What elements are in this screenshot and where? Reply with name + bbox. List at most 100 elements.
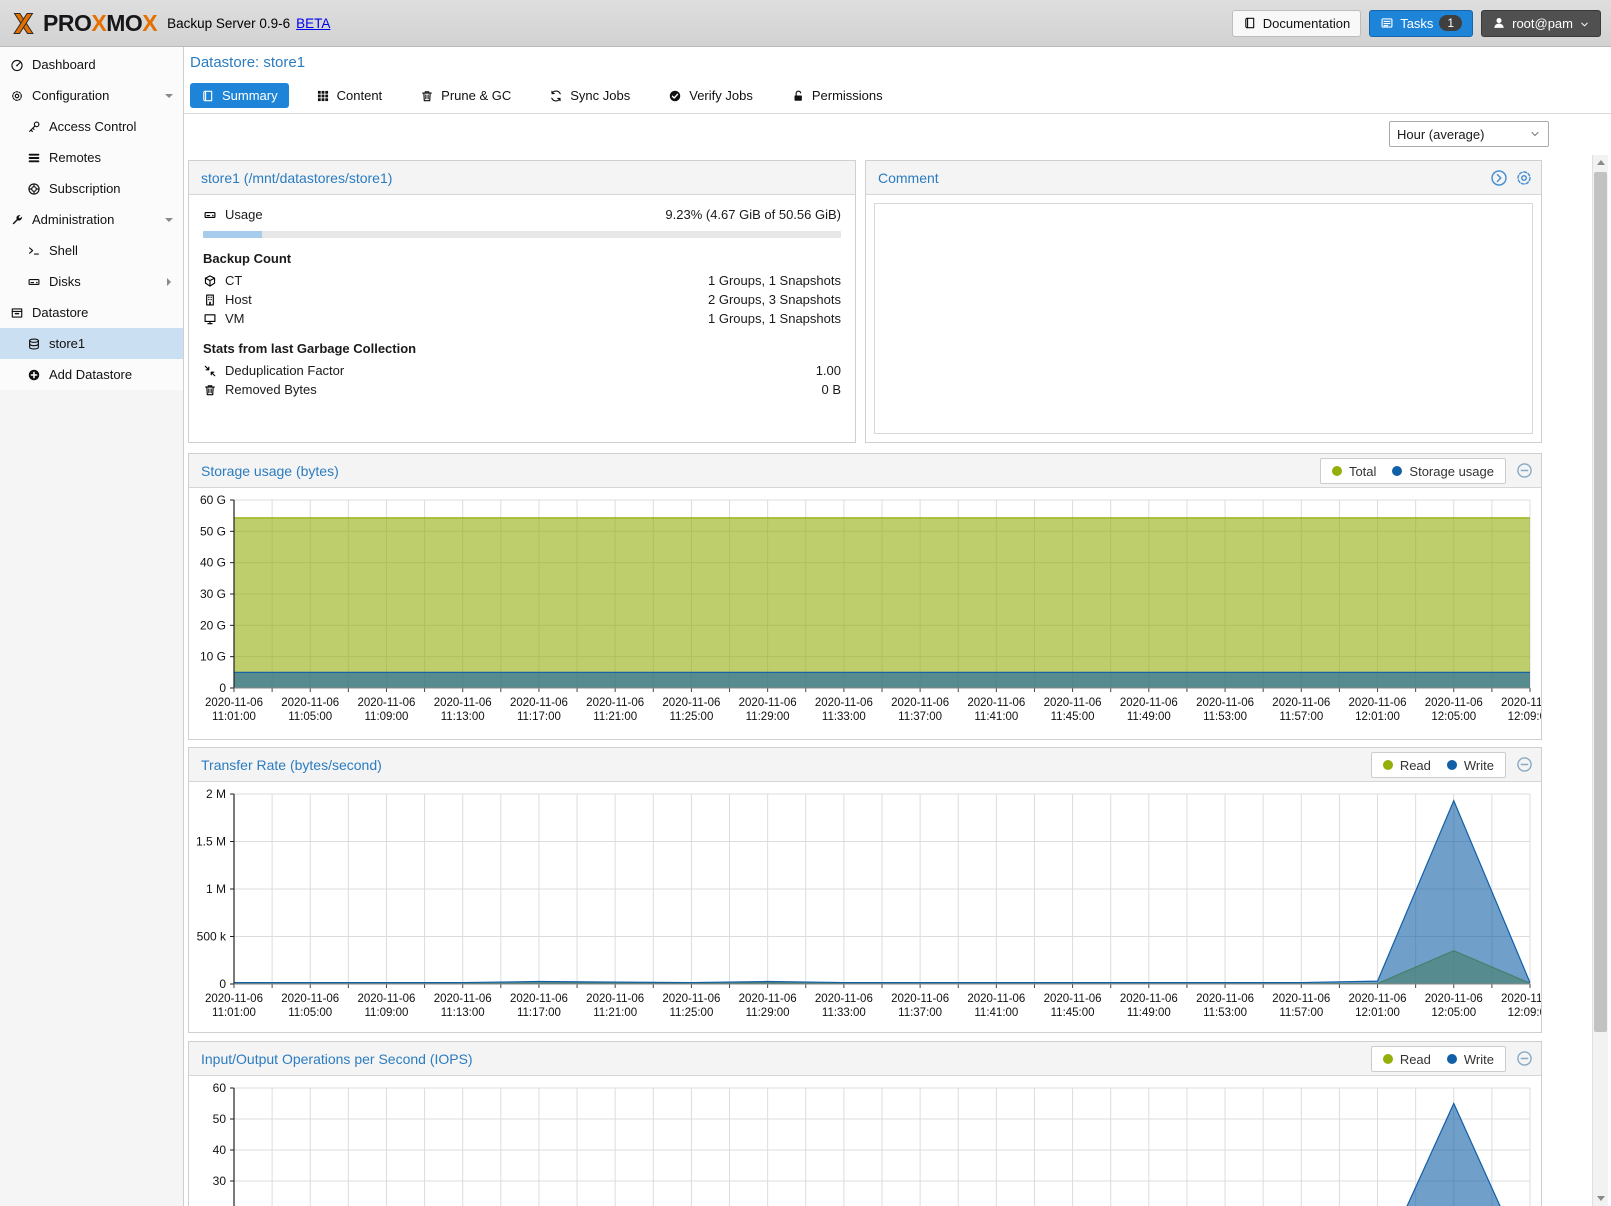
chevron-right-icon[interactable] <box>163 276 175 288</box>
svg-text:11:25:00: 11:25:00 <box>669 711 713 723</box>
chart-title: Input/Output Operations per Second (IOPS… <box>201 1050 473 1067</box>
user-menu-button[interactable]: root@pam <box>1481 9 1601 37</box>
deduplication-factor-label: Deduplication Factor <box>225 363 345 378</box>
deduplication-factor-value: 1.00 <box>815 363 841 378</box>
vm-label: VM <box>225 311 245 326</box>
svg-text:2020-11-06: 2020-11-06 <box>1349 993 1407 1005</box>
chevron-circle-right-icon[interactable] <box>1490 169 1508 187</box>
collapse-panel-icon[interactable] <box>1516 756 1533 773</box>
brand-letter: PRO <box>43 9 92 36</box>
scrollbar-up-arrow[interactable] <box>1593 155 1609 171</box>
svg-text:2020-11-06: 2020-11-06 <box>739 993 797 1005</box>
sidebar-item-label: store1 <box>49 336 86 351</box>
sidebar-item-dashboard[interactable]: Dashboard <box>0 49 183 80</box>
chart-body: 0 500 k 1 M 1.5 M 2 M 2020-11-06 11:01:00 2020-… <box>189 782 1541 1024</box>
summary-section-heading: Backup Count <box>203 251 292 266</box>
svg-text:12:09:00: 12:09:00 <box>1508 711 1541 723</box>
legend-entry-storage-usage: Storage usage <box>1392 464 1494 479</box>
svg-text:60: 60 <box>213 1081 227 1095</box>
documentation-button[interactable]: Documentation <box>1231 9 1362 37</box>
svg-text:40 G: 40 G <box>200 556 226 570</box>
svg-text:11:05:00: 11:05:00 <box>288 1007 332 1019</box>
legend-entry-read: Read <box>1382 1052 1431 1067</box>
sidebar-item-remotes[interactable]: Remotes <box>0 142 183 173</box>
sidebar-item-subscription[interactable]: Subscription <box>0 173 183 204</box>
storage-usage-chart-panel: Storage usage (bytes) Total Storage usage 0… <box>188 453 1542 740</box>
sidebar-item-configuration[interactable]: Configuration <box>0 80 183 111</box>
usage-label: Usage <box>225 207 263 222</box>
legend-entry-write: Write <box>1446 1052 1494 1067</box>
svg-text:11:25:00: 11:25:00 <box>669 1007 713 1019</box>
beta-link[interactable]: BETA <box>296 15 331 31</box>
svg-text:2020-11-06: 2020-11-06 <box>1044 993 1102 1005</box>
tasks-button[interactable]: Tasks 1 <box>1369 9 1474 37</box>
svg-text:2020-11-06: 2020-11-06 <box>357 697 415 709</box>
collapse-panel-icon[interactable] <box>1516 462 1533 479</box>
gauge-icon <box>10 58 24 72</box>
tab-permissions[interactable]: Permissions <box>780 83 894 108</box>
sidebar-item-administration[interactable]: Administration <box>0 204 183 235</box>
chevron-down-icon[interactable] <box>163 90 175 102</box>
chart-svg: 0 10 G 20 G 30 G 40 G 50 G 60 G 2020-11-06 11:01… <box>200 493 1541 723</box>
sidebar-item-add-datastore[interactable]: Add Datastore <box>0 359 183 390</box>
deduplication-factor-row: Deduplication Factor 1.00 <box>203 361 841 380</box>
sidebar-item-label: Disks <box>49 274 81 289</box>
chart-title: Storage usage (bytes) <box>201 462 339 479</box>
summary-panel-body: Usage 9.23% (4.67 GiB of 50.56 GiB) Backup… <box>189 195 855 399</box>
tab-sync-jobs[interactable]: Sync Jobs <box>538 83 641 108</box>
sidebar-item-shell[interactable]: Shell <box>0 235 183 266</box>
legend-label: Write <box>1463 757 1494 773</box>
checkcircle-icon <box>668 89 682 103</box>
tab-verify-jobs[interactable]: Verify Jobs <box>657 83 764 108</box>
proxmox-logo: PROXMOX <box>10 9 158 37</box>
chevron-down-icon[interactable] <box>163 214 175 226</box>
scrollbar-thumb[interactable] <box>1594 172 1607 1032</box>
svg-text:11:21:00: 11:21:00 <box>593 711 637 723</box>
svg-text:2020-11-06: 2020-11-06 <box>739 697 797 709</box>
ct-label: CT <box>225 273 243 288</box>
comment-field[interactable] <box>874 203 1533 434</box>
sidebar-item-disks[interactable]: Disks <box>0 266 183 297</box>
summary-panel-title: store1 (/mnt/datastores/store1) <box>201 169 393 186</box>
usage-progress-fill <box>203 231 262 238</box>
chart-panel-header: Storage usage (bytes) Total Storage usage <box>189 454 1541 488</box>
sidebar-item-label: Add Datastore <box>49 367 133 382</box>
time-range-select[interactable]: Hour (average) <box>1389 121 1549 147</box>
svg-text:60 G: 60 G <box>200 493 226 507</box>
vertical-scrollbar[interactable] <box>1592 155 1608 1206</box>
sidebar-item-store1[interactable]: store1 <box>0 328 183 359</box>
svg-text:2020-11-06: 2020-11-06 <box>891 993 949 1005</box>
sidebar-item-access-control[interactable]: Access Control <box>0 111 183 142</box>
chevron-down-icon <box>1529 128 1541 140</box>
tab-content[interactable]: Content <box>305 83 394 108</box>
usage-value: 9.23% (4.67 GiB of 50.56 GiB) <box>665 207 841 222</box>
legend-dot <box>1392 466 1403 476</box>
svg-text:11:13:00: 11:13:00 <box>441 711 485 723</box>
svg-text:11:41:00: 11:41:00 <box>974 1007 1018 1019</box>
tab-summary[interactable]: Summary <box>190 83 289 108</box>
svg-text:2020-11-06: 2020-11-06 <box>1425 993 1483 1005</box>
svg-text:2020-11-06: 2020-11-06 <box>662 697 720 709</box>
svg-text:11:17:00: 11:17:00 <box>517 711 561 723</box>
compress-icon <box>203 364 217 378</box>
gear-icon[interactable] <box>1515 169 1533 187</box>
svg-text:2020-11-06: 2020-11-06 <box>1501 993 1541 1005</box>
sidebar-item-datastore[interactable]: Datastore <box>0 297 183 328</box>
svg-text:1.5 M: 1.5 M <box>196 835 226 849</box>
svg-text:50 G: 50 G <box>200 524 226 538</box>
collapse-panel-icon[interactable] <box>1516 1050 1533 1067</box>
sidebar-item-label: Administration <box>32 212 115 227</box>
monitor-icon <box>203 312 217 326</box>
comment-panel: Comment <box>865 160 1542 443</box>
svg-text:40: 40 <box>213 1143 227 1157</box>
svg-text:2020-11-06: 2020-11-06 <box>510 697 568 709</box>
scrollbar-down-arrow[interactable] <box>1593 1190 1609 1206</box>
sidebar-item-label: Datastore <box>32 305 89 320</box>
svg-text:2020-11-06: 2020-11-06 <box>815 697 873 709</box>
svg-text:2020-11-06: 2020-11-06 <box>1120 993 1178 1005</box>
iops-chart-panel: Input/Output Operations per Second (IOPS… <box>188 1041 1542 1206</box>
svg-text:11:01:00: 11:01:00 <box>212 711 256 723</box>
svg-text:10 G: 10 G <box>200 650 226 664</box>
tab-prune-gc[interactable]: Prune & GC <box>409 83 522 108</box>
key-icon <box>27 120 41 134</box>
